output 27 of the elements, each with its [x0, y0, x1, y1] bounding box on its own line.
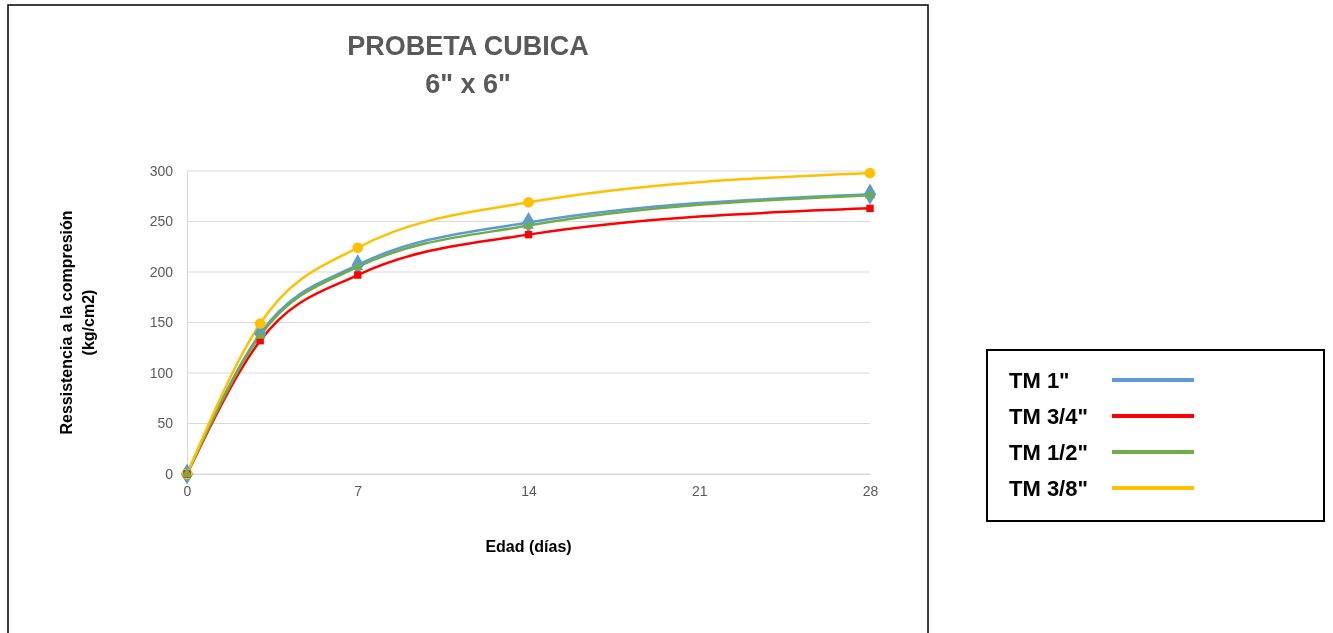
- point: [864, 167, 876, 179]
- legend-label: TM 1/2": [1009, 440, 1088, 465]
- point: [352, 242, 364, 254]
- legend-label: TM 1": [1009, 368, 1070, 393]
- x-tick-label: 0: [183, 482, 192, 499]
- chart-title: PROBETA CUBICA 6" x 6": [347, 31, 589, 99]
- x-axis-title: Edad (días): [485, 538, 572, 555]
- point: [523, 196, 534, 208]
- y-tick-label: 200: [149, 263, 174, 280]
- y-tick-label: 150: [149, 314, 174, 331]
- x-tick-label: 28: [862, 482, 879, 499]
- x-tick-label: 14: [521, 482, 537, 499]
- point: [254, 329, 266, 339]
- y-tick-label: 250: [149, 213, 174, 230]
- x-tick-label: 7: [354, 482, 363, 499]
- y-tick-label: 0: [165, 465, 174, 482]
- legend-label: TM 3/4": [1009, 404, 1088, 429]
- x-tick-label: 21: [691, 482, 708, 499]
- y-axis-title: Ressistencia a la compresión (kg/cm2): [58, 210, 97, 435]
- y-tick-label: 100: [149, 364, 174, 381]
- legend-label: TM 3/8": [1009, 476, 1088, 501]
- point: [254, 318, 266, 329]
- y-tick-label: 50: [157, 415, 174, 432]
- point: [864, 189, 876, 199]
- y-tick-label: 300: [149, 162, 174, 179]
- point: [866, 204, 874, 213]
- point: [354, 271, 362, 279]
